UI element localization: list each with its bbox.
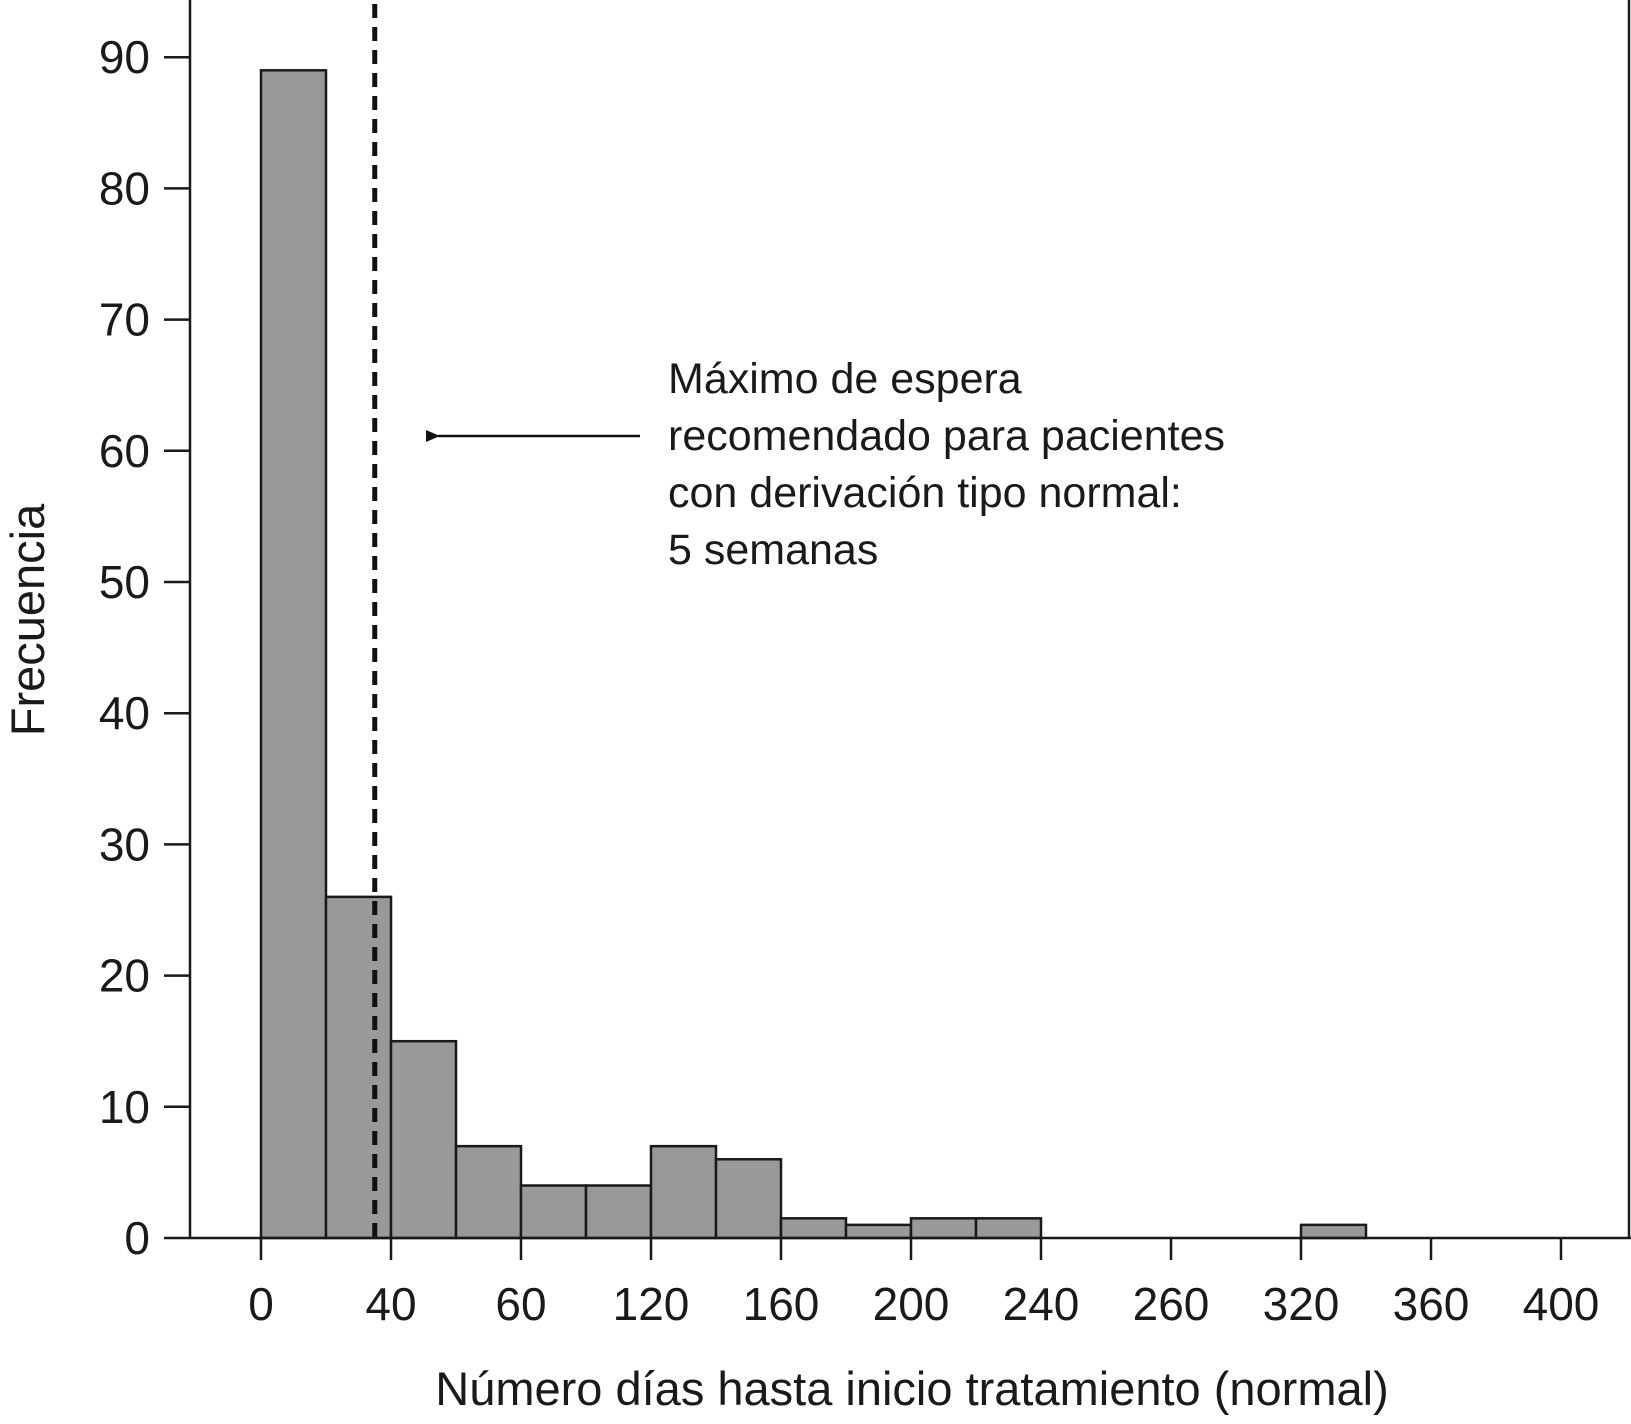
x-tick-label: 120 xyxy=(613,1278,690,1330)
axes-layer xyxy=(164,0,1631,1260)
histogram-bar xyxy=(454,1144,523,1240)
y-tick-label: 70 xyxy=(99,294,150,346)
x-tick-label: 60 xyxy=(495,1278,546,1330)
annotation-text-line: 5 semanas xyxy=(668,526,878,574)
annotation-text-line: Máximo de espera xyxy=(668,355,1022,403)
histogram-bar xyxy=(389,1039,458,1240)
y-axis-label: Frecuencia xyxy=(1,503,54,736)
x-tick-label: 260 xyxy=(1133,1278,1210,1330)
x-tick-label: 320 xyxy=(1263,1278,1340,1330)
y-tick-label: 0 xyxy=(124,1212,150,1264)
histogram-bar xyxy=(584,1184,653,1240)
x-tick-label: 160 xyxy=(743,1278,820,1330)
x-tick-label: 200 xyxy=(873,1278,950,1330)
x-tick-label: 40 xyxy=(365,1278,416,1330)
labels-layer: 0 10 20 30 40 50 60 70 80 90 0 40 60 120 160 200 240 260 3… xyxy=(1,31,1599,1415)
x-tick-label: 400 xyxy=(1523,1278,1600,1330)
y-tick-label: 10 xyxy=(99,1081,150,1133)
histogram-bar xyxy=(779,1217,848,1240)
histogram-bar xyxy=(519,1184,588,1240)
annotation-text-line: con derivación tipo normal: xyxy=(668,469,1182,517)
x-tick-label: 240 xyxy=(1003,1278,1080,1330)
x-tick-label: 0 xyxy=(248,1278,274,1330)
y-tick-label: 80 xyxy=(99,162,150,214)
histogram-bar xyxy=(844,1223,913,1240)
y-tick-label: 60 xyxy=(99,425,150,477)
histogram-bar xyxy=(909,1217,978,1240)
x-tick-label: 360 xyxy=(1393,1278,1470,1330)
y-tick-label: 20 xyxy=(99,950,150,1002)
histogram-bar xyxy=(1299,1223,1368,1240)
reference-layer xyxy=(372,4,640,1238)
x-axis-label: Número días hasta inicio tratamiento (no… xyxy=(435,1362,1388,1415)
annotation-text-line: recomendado para pacientes xyxy=(668,412,1225,460)
y-tick-label: 30 xyxy=(99,818,150,870)
histogram-bar xyxy=(714,1158,783,1240)
bars-layer xyxy=(259,69,1368,1240)
histogram-bar xyxy=(974,1217,1043,1240)
y-tick-label: 40 xyxy=(99,687,150,739)
y-tick-label: 90 xyxy=(99,31,150,83)
y-tick-label: 50 xyxy=(99,556,150,608)
histogram-bar xyxy=(649,1144,718,1240)
histogram-bar xyxy=(324,895,393,1240)
histogram-bar xyxy=(259,69,328,1240)
